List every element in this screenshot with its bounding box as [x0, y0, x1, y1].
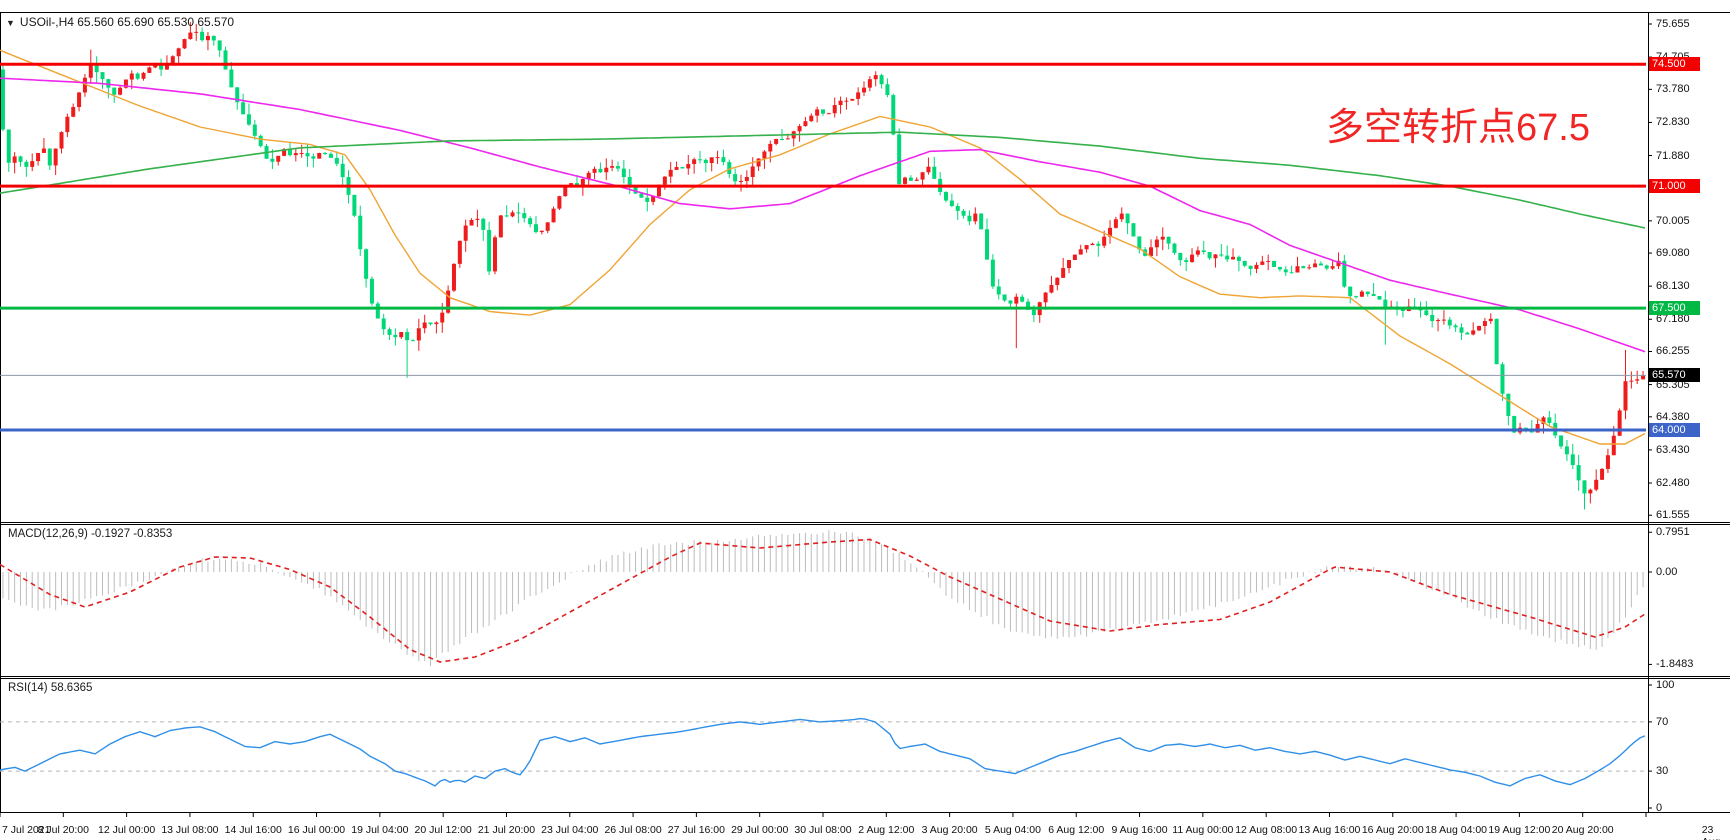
price-level-tag: 64.000: [1649, 423, 1700, 438]
time-axis-label: 23 Jul 04:00: [541, 824, 599, 836]
time-axis-label: 29 Jul 00:00: [731, 824, 789, 836]
rsi-axis-label: 70: [1656, 715, 1669, 728]
rsi-axis-label: 100: [1656, 679, 1675, 691]
time-axis-label: 12 Jul 00:00: [98, 824, 156, 836]
time-axis-label: 16 Jul 00:00: [287, 824, 346, 836]
time-axis-label: 13 Aug 16:00: [1298, 824, 1361, 836]
macd-axis-label: 0.00: [1656, 566, 1678, 578]
time-axis-label: 30 Jul 08:00: [794, 824, 852, 836]
chart-annotation-text[interactable]: 多空转折点67.5: [1326, 107, 1590, 149]
rsi-axis-label: 0: [1656, 802, 1663, 814]
macd-indicator-label: MACD(12,26,9) -0.1927 -0.8353: [8, 528, 173, 540]
price-axis-label: 68.130: [1656, 280, 1690, 293]
time-axis-label: 8 Jul 20:00: [37, 824, 89, 836]
time-axis-label: 26 Jul 08:00: [604, 824, 662, 836]
time-axis-label: 18 Aug 04:00: [1425, 824, 1488, 836]
time-axis-label: 14 Jul 16:00: [224, 824, 282, 836]
symbol-ohlc-text: USOil-,H4 65.560 65.690 65.530 65.570: [19, 15, 235, 29]
rsi-indicator-label: RSI(14) 58.6365: [8, 682, 93, 694]
macd-axis-label: -1.8483: [1656, 658, 1694, 671]
time-axis-label: 9 Aug 16:00: [1111, 824, 1168, 836]
price-level-tag: 71.000: [1649, 179, 1700, 194]
time-axis-label: 21 Jul 20:00: [477, 824, 536, 836]
price-level-tag: 65.570: [1649, 368, 1700, 383]
price-axis-label: 66.255: [1656, 345, 1690, 358]
price-axis-label: 61.555: [1656, 509, 1690, 522]
price-level-tag: 67.500: [1649, 301, 1700, 316]
time-axis-label: 6 Aug 12:00: [1048, 824, 1105, 836]
price-axis-label: 64.380: [1656, 410, 1690, 423]
price-axis-label: 62.480: [1656, 477, 1690, 490]
time-axis-label: 23 Aug 22:00: [1701, 824, 1721, 840]
time-axis-label: 19 Aug 12:00: [1488, 824, 1551, 836]
time-axis-label: 2 Aug 12:00: [858, 824, 915, 836]
macd-axis-label: 0.7951: [1656, 526, 1690, 539]
price-axis-label: 73.780: [1656, 83, 1690, 96]
time-axis-label: 12 Aug 08:00: [1235, 824, 1298, 836]
time-axis-label: 13 Jul 08:00: [161, 824, 219, 836]
price-axis-label: 72.830: [1656, 116, 1690, 129]
symbol-dropdown-icon[interactable]: ▼: [6, 18, 15, 28]
time-axis-label: 5 Aug 04:00: [984, 824, 1041, 836]
time-axis-label: 3 Aug 20:00: [921, 824, 978, 836]
price-axis-label: 63.430: [1656, 443, 1690, 456]
price-axis-label: 71.880: [1656, 149, 1690, 162]
chart-title[interactable]: ▼ USOil-,H4 65.560 65.690 65.530 65.570: [6, 15, 234, 29]
price-axis-label: 67.180: [1656, 313, 1690, 326]
price-axis-label: 69.080: [1656, 247, 1690, 260]
rsi-axis-label: 30: [1656, 765, 1669, 778]
time-axis-label: 7 Jul 2021: [2, 824, 51, 836]
time-axis-label: 20 Aug 20:00: [1551, 824, 1614, 836]
price-level-tag: 74.500: [1649, 57, 1700, 72]
time-axis-label: 20 Jul 12:00: [414, 824, 472, 836]
price-axis-label: 75.655: [1656, 18, 1690, 30]
time-axis-label: 11 Aug 00:00: [1172, 824, 1234, 836]
time-axis-label: 16 Aug 20:00: [1361, 824, 1424, 836]
time-axis-label: 19 Jul 04:00: [351, 824, 409, 836]
time-axis-label: 27 Jul 16:00: [667, 824, 725, 836]
price-axis-label: 70.005: [1656, 214, 1690, 227]
